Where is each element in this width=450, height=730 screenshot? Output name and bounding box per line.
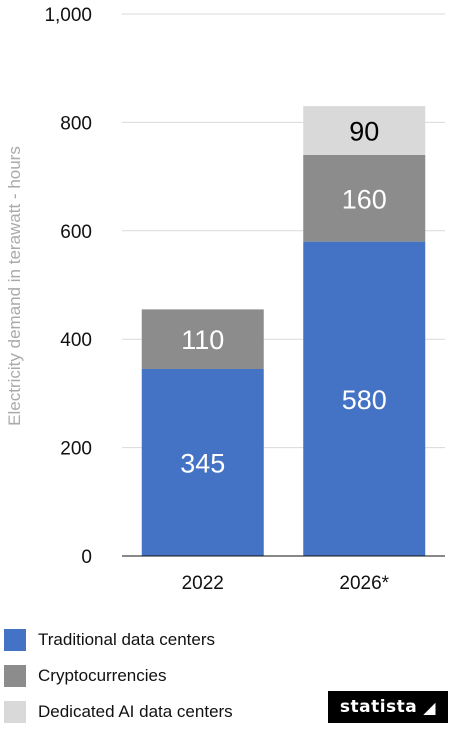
data-label: 160 [342,184,387,214]
statista-logo-icon: ◢ [423,697,437,717]
legend-item-ai: Dedicated AI data centers [4,694,233,730]
bar-segment [303,154,426,242]
brand-label: statista [339,697,418,717]
data-label: 345 [180,449,225,479]
y-axis-label: Electricity demand in terawatt - hours [5,146,24,426]
data-label: 110 [181,325,224,355]
y-tick-label: 0 [81,547,92,568]
legend-swatch [4,701,26,723]
data-labels: 345 110 580 160 90 [180,117,387,479]
legend-item-traditional: Traditional data centers [4,622,233,658]
x-axis-ticks: 2022 2026* [182,573,390,594]
bar-segment [141,369,264,556]
bar-segment [303,241,426,556]
data-label: 90 [349,117,379,147]
data-label: 580 [342,385,387,415]
bar-segment [141,309,264,370]
legend-label: Traditional data centers [38,630,216,649]
legend-item-crypto: Cryptocurrencies [4,658,233,694]
x-tick-label: 2022 [182,573,224,594]
y-tick-label: 200 [60,439,92,460]
x-tick-label: 2026* [339,573,389,594]
y-axis-ticks: 0 200 400 600 800 1,000 [44,5,92,568]
legend-label: Cryptocurrencies [38,666,167,685]
y-tick-label: 1,000 [44,5,92,26]
legend-swatch [4,665,26,687]
y-tick-label: 600 [60,222,92,243]
bar-segment [303,106,426,155]
legend: Traditional data centers Cryptocurrencie… [4,622,233,730]
legend-swatch [4,629,26,651]
y-tick-label: 800 [60,113,92,134]
statista-logo[interactable]: statista ◢ [328,691,448,723]
legend-label: Dedicated AI data centers [38,702,233,721]
bars [141,106,426,556]
y-tick-label: 400 [60,330,92,351]
